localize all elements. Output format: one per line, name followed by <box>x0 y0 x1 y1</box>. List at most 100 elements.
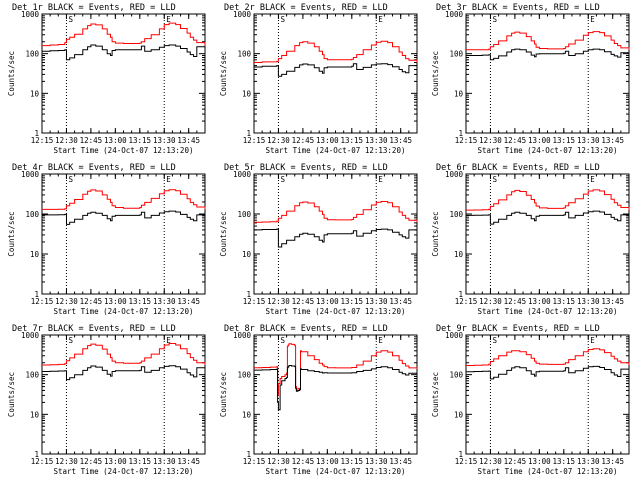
chart-panel-8: Det 8r BLACK = Events, RED = LLD 1 10 100 10… <box>219 324 418 476</box>
y-tick-label: 1 <box>34 450 39 459</box>
series-lld-line <box>254 343 418 396</box>
marker-label-s: S <box>68 15 73 24</box>
x-tick-label: 13:30 <box>365 457 388 466</box>
x-axis-label: Start Time (24-Oct-07 12:13:20) <box>266 467 406 476</box>
y-tick-label: 1 <box>246 129 251 138</box>
marker-label-s: S <box>492 336 497 345</box>
x-tick-label: 12:45 <box>292 297 315 306</box>
y-tick-label: 10 <box>30 89 40 98</box>
x-tick-label: 12:15 <box>243 457 266 466</box>
x-tick-label: 13:45 <box>389 136 412 145</box>
x-tick-label: 13:15 <box>341 297 364 306</box>
series-events-line <box>254 63 418 77</box>
series-events-line <box>466 210 630 225</box>
y-tick-label: 100 <box>25 371 39 380</box>
y-tick-label: 10 <box>30 250 40 259</box>
y-tick-label: 1000 <box>21 170 40 179</box>
marker-label-e: E <box>590 336 595 345</box>
marker-label-e: E <box>378 336 383 345</box>
x-tick-label: 12:15 <box>455 136 478 145</box>
series-events-line <box>254 228 418 248</box>
y-tick-label: 100 <box>237 210 251 219</box>
y-tick-label: 10 <box>30 410 40 419</box>
y-tick-label: 1 <box>246 450 251 459</box>
marker-label-e: E <box>378 175 383 184</box>
x-tick-label: 12:30 <box>55 457 78 466</box>
x-tick-label: 12:15 <box>455 297 478 306</box>
y-tick-label: 1 <box>458 290 463 299</box>
x-tick-label: 13:45 <box>601 297 624 306</box>
x-tick-label: 12:15 <box>243 297 266 306</box>
y-tick-label: 1 <box>246 290 251 299</box>
marker-label-e: E <box>378 15 383 24</box>
series-lld-line <box>254 40 418 63</box>
y-tick-label: 1000 <box>445 170 464 179</box>
chart-panel-7: Det 7r BLACK = Events, RED = LLD 1 10 100 10… <box>7 324 206 476</box>
x-tick-label: 12:45 <box>504 136 527 145</box>
x-axis-label: Start Time (24-Oct-07 12:13:20) <box>478 307 618 316</box>
x-tick-label: 13:45 <box>177 457 200 466</box>
y-axis-label: Counts/sec <box>7 372 16 417</box>
x-tick-label: 13:00 <box>316 297 339 306</box>
y-tick-label: 1000 <box>445 331 464 340</box>
y-tick-label: 100 <box>449 50 463 59</box>
marker-label-e: E <box>166 15 171 24</box>
series-events-line <box>42 210 206 225</box>
marker-label-s: S <box>492 15 497 24</box>
x-tick-label: 12:45 <box>292 136 315 145</box>
chart-title: Det 7r BLACK = Events, RED = LLD <box>12 324 176 334</box>
chart-panel-6: Det 6r BLACK = Events, RED = LLD 1 10 100 10… <box>431 163 630 316</box>
x-tick-label: 12:30 <box>267 136 290 145</box>
x-tick-label: 13:30 <box>365 297 388 306</box>
x-tick-label: 13:00 <box>316 457 339 466</box>
x-tick-label: 13:30 <box>577 136 600 145</box>
chart-title: Det 2r BLACK = Events, RED = LLD <box>224 3 388 13</box>
y-axis-label: Counts/sec <box>7 211 16 256</box>
x-tick-label: 12:30 <box>55 297 78 306</box>
x-tick-label: 12:45 <box>80 297 103 306</box>
x-tick-label: 12:30 <box>479 297 502 306</box>
y-axis-label: Counts/sec <box>431 51 440 96</box>
chart-panel-2: Det 2r BLACK = Events, RED = LLD 1 10 100 10… <box>219 3 418 155</box>
chart-panel-5: Det 5r BLACK = Events, RED = LLD 1 10 100 10… <box>219 163 418 316</box>
x-tick-label: 12:45 <box>80 457 103 466</box>
y-tick-label: 1 <box>34 290 39 299</box>
marker-label-s: S <box>492 175 497 184</box>
x-tick-label: 12:45 <box>504 297 527 306</box>
marker-label-s: S <box>68 175 73 184</box>
y-axis-label: Counts/sec <box>7 51 16 96</box>
y-axis-label: Counts/sec <box>219 51 228 96</box>
chart-title: Det 8r BLACK = Events, RED = LLD <box>224 324 388 334</box>
x-tick-label: 13:30 <box>153 136 176 145</box>
y-tick-label: 100 <box>449 210 463 219</box>
x-tick-label: 13:30 <box>577 457 600 466</box>
x-tick-label: 13:00 <box>316 136 339 145</box>
y-tick-label: 1 <box>458 129 463 138</box>
y-tick-label: 10 <box>242 250 252 259</box>
chart-title: Det 6r BLACK = Events, RED = LLD <box>436 163 600 173</box>
marker-label-s: S <box>280 336 285 345</box>
y-tick-label: 1 <box>34 129 39 138</box>
x-tick-label: 13:30 <box>577 297 600 306</box>
y-tick-label: 1000 <box>233 170 252 179</box>
chart-title: Det 4r BLACK = Events, RED = LLD <box>12 163 176 173</box>
series-events-line <box>42 44 206 61</box>
x-axis-label: Start Time (24-Oct-07 12:13:20) <box>54 467 194 476</box>
chart-panel-3: Det 3r BLACK = Events, RED = LLD 1 10 100 10… <box>431 3 630 155</box>
x-tick-label: 13:15 <box>553 136 576 145</box>
x-axis-label: Start Time (24-Oct-07 12:13:20) <box>54 146 194 155</box>
y-axis-label: Counts/sec <box>431 211 440 256</box>
x-tick-label: 13:45 <box>389 297 412 306</box>
y-tick-label: 10 <box>242 410 252 419</box>
x-tick-label: 12:15 <box>455 457 478 466</box>
series-lld-line <box>254 201 418 223</box>
x-axis-label: Start Time (24-Oct-07 12:13:20) <box>266 146 406 155</box>
x-tick-label: 13:00 <box>528 297 551 306</box>
x-tick-label: 13:30 <box>365 136 388 145</box>
x-tick-label: 13:15 <box>341 136 364 145</box>
plot-frame <box>465 13 630 134</box>
x-tick-label: 13:00 <box>104 297 127 306</box>
x-tick-label: 12:15 <box>243 136 266 145</box>
x-tick-label: 12:15 <box>31 136 54 145</box>
